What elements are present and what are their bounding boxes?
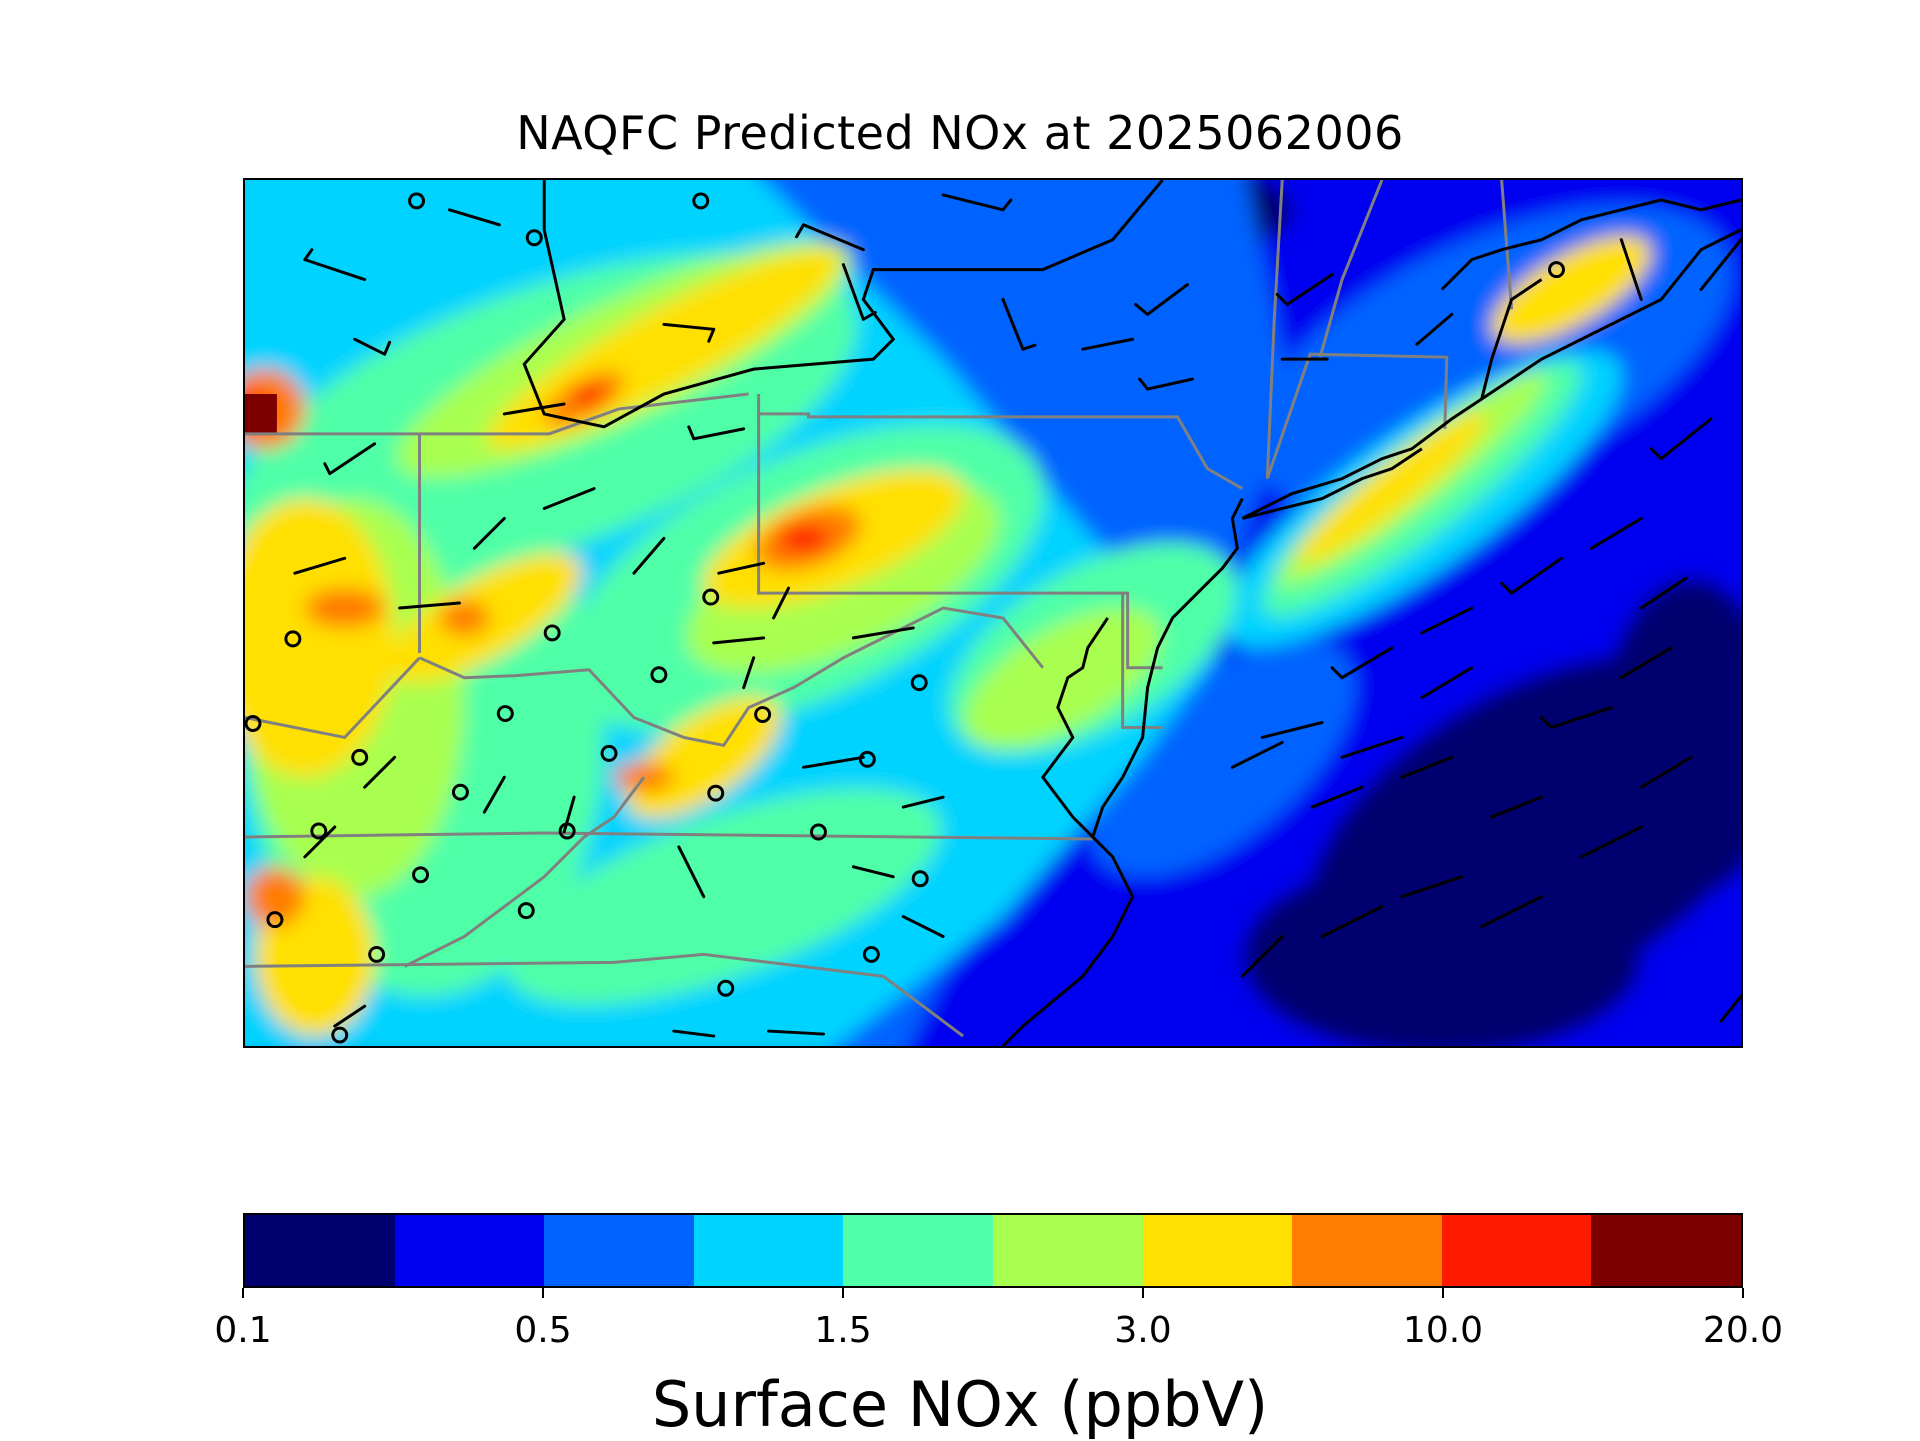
colorbar — [243, 1213, 1743, 1288]
colorbar-tick-label: 1.5 — [814, 1310, 872, 1351]
colorbar-bin-1 — [394, 1215, 545, 1286]
colorbar-bin-2 — [544, 1215, 694, 1286]
colorbar-label: Surface NOx (ppbV) — [651, 1368, 1269, 1441]
colorbar-tick-label: 10.0 — [1402, 1310, 1484, 1351]
colorbar-bin-0 — [245, 1215, 395, 1286]
colorbar-tick — [842, 1288, 844, 1298]
map-panel — [243, 178, 1743, 1048]
colorbar-tick — [1442, 1288, 1444, 1298]
nox-map — [245, 180, 1741, 1046]
colorbar-tick-label: 0.5 — [514, 1310, 572, 1351]
colorbar-tick — [542, 1288, 544, 1298]
chart-title: NAQFC Predicted NOx at 2025062006 — [516, 106, 1404, 160]
colorbar-bin-4 — [843, 1215, 993, 1286]
colorbar-tick-label: 0.1 — [214, 1310, 272, 1351]
colorbar-tick — [242, 1288, 244, 1298]
colorbar-tick-label: 20.0 — [1702, 1310, 1784, 1351]
state-boundaries — [245, 180, 1514, 1038]
wind-barbs — [293, 193, 1741, 1038]
colorbar-bin-5 — [992, 1215, 1143, 1286]
colorbar-tick — [1742, 1288, 1744, 1298]
nox-concentration-field — [245, 180, 1741, 1046]
colorbar-bin-7 — [1292, 1215, 1442, 1286]
nox-hotspot — [245, 394, 277, 434]
colorbar-bin-8 — [1441, 1215, 1592, 1286]
colorbar-bin-9 — [1591, 1215, 1741, 1286]
colorbar-tick — [1142, 1288, 1144, 1298]
coastlines — [522, 180, 1741, 1046]
colorbar-tick-label: 3.0 — [1114, 1310, 1172, 1351]
colorbar-bin-6 — [1142, 1215, 1293, 1286]
colorbar-bin-3 — [693, 1215, 844, 1286]
calm-wind-markers — [245, 192, 1565, 1044]
